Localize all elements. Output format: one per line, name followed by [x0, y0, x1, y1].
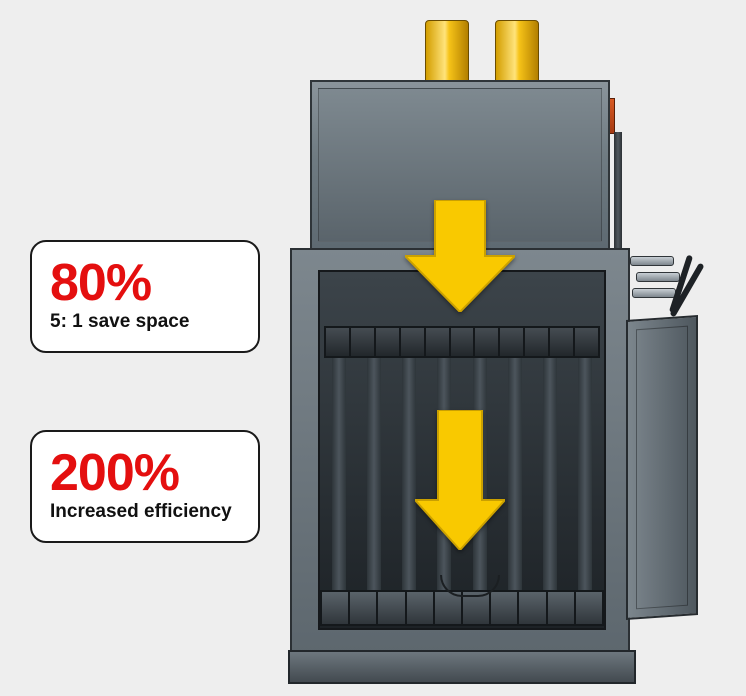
stat-label-space: 5: 1 save space [50, 311, 240, 333]
stat-value-space: 80% [50, 256, 240, 311]
baler-machine [290, 20, 710, 680]
chamber-door [626, 315, 698, 620]
fitting-icon [632, 288, 676, 298]
hydraulic-fittings [626, 250, 696, 320]
stat-label-efficiency: Increased efficiency [50, 501, 240, 523]
down-arrow-icon [415, 410, 505, 550]
press-platen [324, 326, 600, 358]
down-arrow-icon [405, 200, 515, 312]
stat-value-efficiency: 200% [50, 446, 240, 501]
fitting-icon [636, 272, 680, 282]
fitting-icon [630, 256, 674, 266]
stat-box-space: 80% 5: 1 save space [30, 240, 260, 353]
stat-box-efficiency: 200% Increased efficiency [30, 430, 260, 543]
machine-base [288, 650, 636, 684]
